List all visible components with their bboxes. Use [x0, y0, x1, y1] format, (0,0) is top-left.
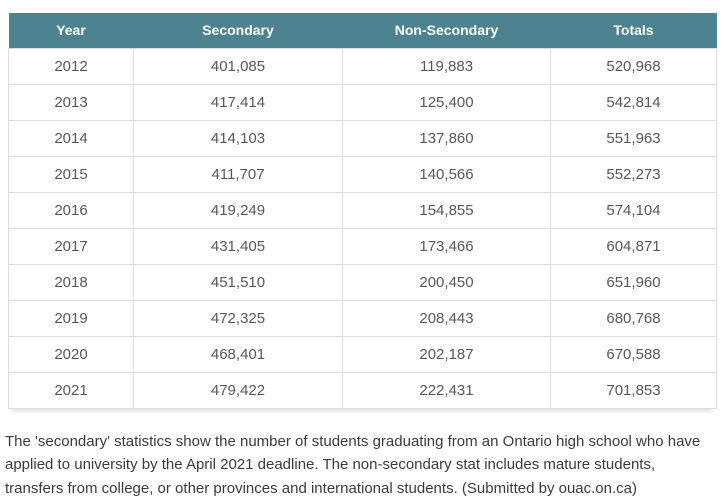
- cell-secondary: 468,401: [133, 335, 343, 373]
- table-row: 2016 419,249 154,855 574,104: [8, 191, 717, 229]
- cell-secondary: 472,325: [133, 299, 343, 337]
- applicants-table-container: Year Secondary Non-Secondary Totals 2012…: [8, 13, 717, 409]
- cell-totals: 680,768: [550, 299, 717, 337]
- cell-totals: 574,104: [550, 191, 717, 229]
- cell-non-secondary: 222,431: [342, 371, 551, 409]
- cell-secondary: 431,405: [133, 227, 343, 265]
- table-row: 2019 472,325 208,443 680,768: [8, 299, 717, 337]
- cell-totals: 651,960: [550, 263, 717, 301]
- cell-totals: 552,273: [550, 155, 717, 193]
- table-row: 2015 411,707 140,566 552,273: [8, 155, 717, 193]
- cell-year: 2017: [8, 227, 134, 265]
- cell-secondary: 414,103: [133, 119, 343, 157]
- cell-totals: 551,963: [550, 119, 717, 157]
- cell-secondary: 411,707: [133, 155, 343, 193]
- table-row: 2020 468,401 202,187 670,588: [8, 335, 717, 373]
- cell-secondary: 401,085: [133, 47, 343, 85]
- table-caption: The 'secondary' statistics show the numb…: [5, 432, 701, 497]
- table-row: 2021 479,422 222,431 701,853: [8, 371, 717, 409]
- table-body: 2012 401,085 119,883 520,968 2013 417,41…: [8, 47, 717, 409]
- cell-non-secondary: 140,566: [342, 155, 551, 193]
- table-row: 2018 451,510 200,450 651,960: [8, 263, 717, 301]
- column-header-totals: Totals: [550, 13, 717, 48]
- cell-non-secondary: 202,187: [342, 335, 551, 373]
- cell-year: 2021: [8, 371, 134, 409]
- table-row: 2012 401,085 119,883 520,968: [8, 47, 717, 85]
- cell-totals: 670,588: [550, 335, 717, 373]
- column-header-secondary: Secondary: [133, 13, 343, 48]
- cell-year: 2012: [8, 47, 134, 85]
- table-row: 2017 431,405 173,466 604,871: [8, 227, 717, 265]
- cell-totals: 520,968: [550, 47, 717, 85]
- table-header: Year Secondary Non-Secondary Totals: [8, 13, 717, 48]
- cell-secondary: 451,510: [133, 263, 343, 301]
- cell-non-secondary: 154,855: [342, 191, 551, 229]
- cell-year: 2018: [8, 263, 134, 301]
- cell-non-secondary: 173,466: [342, 227, 551, 265]
- cell-non-secondary: 125,400: [342, 83, 551, 121]
- table-row: 2013 417,414 125,400 542,814: [8, 83, 717, 121]
- cell-secondary: 419,249: [133, 191, 343, 229]
- cell-year: 2019: [8, 299, 134, 337]
- column-header-non-secondary: Non-Secondary: [342, 13, 551, 48]
- cell-totals: 701,853: [550, 371, 717, 409]
- applicants-table: Year Secondary Non-Secondary Totals 2012…: [8, 13, 717, 409]
- cell-secondary: 417,414: [133, 83, 343, 121]
- cell-secondary: 479,422: [133, 371, 343, 409]
- column-header-year: Year: [8, 13, 134, 48]
- cell-year: 2016: [8, 191, 134, 229]
- cell-totals: 604,871: [550, 227, 717, 265]
- cell-non-secondary: 137,860: [342, 119, 551, 157]
- table-row: 2014 414,103 137,860 551,963: [8, 119, 717, 157]
- cell-totals: 542,814: [550, 83, 717, 121]
- header-row: Year Secondary Non-Secondary Totals: [8, 13, 717, 48]
- cell-year: 2013: [8, 83, 134, 121]
- cell-non-secondary: 208,443: [342, 299, 551, 337]
- cell-non-secondary: 200,450: [342, 263, 551, 301]
- cell-year: 2020: [8, 335, 134, 373]
- cell-year: 2015: [8, 155, 134, 193]
- cell-non-secondary: 119,883: [342, 47, 551, 85]
- cell-year: 2014: [8, 119, 134, 157]
